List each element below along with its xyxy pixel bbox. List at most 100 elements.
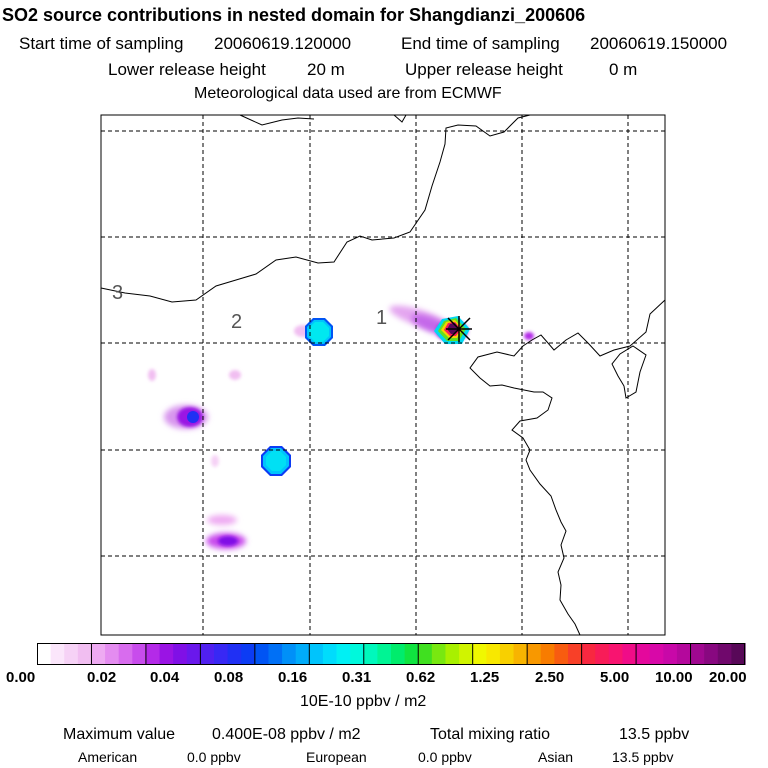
colorbar-cell bbox=[159, 643, 174, 665]
colorbar-cell bbox=[118, 643, 133, 665]
colorbar-cell bbox=[37, 643, 52, 665]
colorbar-tick: 5.00 bbox=[600, 669, 630, 686]
colorbar-cell bbox=[472, 643, 487, 665]
colorbar-cell bbox=[64, 643, 79, 665]
colorbar-cell bbox=[377, 643, 392, 665]
colorbar-cell bbox=[431, 643, 447, 665]
source-blob-lower bbox=[261, 446, 291, 476]
end-time-label: End time of sampling bbox=[401, 34, 560, 53]
lower-release-label: Lower release height bbox=[108, 60, 266, 79]
colorbar-cell bbox=[227, 643, 242, 665]
colorbar-cell bbox=[499, 643, 515, 665]
concentration-field bbox=[148, 305, 534, 549]
colorbar-cell bbox=[690, 643, 705, 665]
colorbar-cell bbox=[322, 643, 338, 665]
start-time-value: 20060619.120000 bbox=[214, 34, 352, 53]
plume-bottom bbox=[206, 515, 246, 549]
colorbar-cell bbox=[268, 643, 283, 665]
colorbar-cell bbox=[404, 643, 419, 665]
colorbar-cell bbox=[459, 643, 474, 665]
colorbar-cell bbox=[145, 643, 161, 665]
colorbar-tick: 2.50 bbox=[535, 669, 565, 686]
colorbar-cell bbox=[527, 643, 542, 665]
colorbar-tick: 0.31 bbox=[342, 669, 372, 686]
colorbar-cell bbox=[554, 643, 569, 665]
max-value: 0.400E-08 ppbv / m2 bbox=[212, 726, 361, 743]
colorbar-cell bbox=[309, 643, 324, 665]
colorbar-cells bbox=[37, 643, 746, 665]
colorbar bbox=[37, 643, 746, 665]
colorbar-cell bbox=[91, 643, 106, 665]
colorbar-cell bbox=[200, 643, 215, 665]
colorbar-cell bbox=[254, 643, 270, 665]
start-time-label: Start time of sampling bbox=[19, 34, 184, 53]
x-cross-icon bbox=[446, 316, 472, 342]
colorbar-tick: 0.00 bbox=[6, 669, 36, 686]
total-mixing-value: 13.5 ppbv bbox=[619, 726, 690, 743]
colorbar-frame bbox=[37, 643, 745, 665]
colorbar-tick: 0.04 bbox=[150, 669, 180, 686]
lower-release-value: 20 m bbox=[307, 60, 345, 79]
colorbar-cell bbox=[717, 643, 732, 665]
colorbar-cell bbox=[595, 643, 610, 665]
map-frame bbox=[100, 114, 666, 636]
map-panel: 3 2 1 bbox=[100, 114, 666, 636]
colorbar-cell bbox=[568, 643, 583, 665]
american-label: American bbox=[78, 749, 138, 765]
colorbar-cell bbox=[363, 643, 378, 665]
colorbar-tick: 0.08 bbox=[214, 669, 244, 686]
colorbar-cell bbox=[214, 643, 229, 665]
colorbar-cell bbox=[282, 643, 297, 665]
colorbar-cell bbox=[636, 643, 651, 665]
asian-value: 13.5 ppbv bbox=[612, 749, 674, 765]
colorbar-cell bbox=[336, 643, 351, 665]
european-value: 0.0 ppbv bbox=[418, 749, 472, 765]
upper-release-label: Upper release height bbox=[405, 60, 563, 79]
upper-release-value: 0 m bbox=[609, 60, 638, 79]
colorbar-cell bbox=[173, 643, 188, 665]
colorbar-cell bbox=[105, 643, 120, 665]
colorbar-cell bbox=[731, 643, 746, 665]
met-data-note: Meteorological data used are from ECMWF bbox=[194, 85, 502, 102]
colorbar-cell bbox=[186, 643, 201, 665]
colorbar-cell bbox=[540, 643, 555, 665]
colorbar-cell bbox=[295, 643, 310, 665]
coastlines bbox=[100, 114, 666, 636]
colorbar-cell bbox=[704, 643, 719, 665]
max-value-label: Maximum value bbox=[63, 726, 176, 743]
end-time-value: 20060619.150000 bbox=[590, 34, 728, 53]
region-label-2: 2 bbox=[231, 311, 242, 333]
total-mixing-label: Total mixing ratio bbox=[430, 726, 551, 743]
colorbar-tick: 20.00 bbox=[709, 669, 747, 686]
colorbar-cell bbox=[445, 643, 460, 665]
colorbar-tick: 1.25 bbox=[470, 669, 500, 686]
colorbar-cell bbox=[608, 643, 624, 665]
colorbar-cell bbox=[581, 643, 596, 665]
colorbar-cell bbox=[241, 643, 256, 665]
colorbar-cell bbox=[350, 643, 365, 665]
european-label: European bbox=[306, 749, 367, 765]
colorbar-tick: 10.00 bbox=[655, 669, 693, 686]
colorbar-cell bbox=[77, 643, 93, 665]
colorbar-cell bbox=[663, 643, 678, 665]
region-label-3: 3 bbox=[112, 282, 123, 304]
american-value: 0.0 ppbv bbox=[187, 749, 241, 765]
colorbar-tick: 0.16 bbox=[278, 669, 308, 686]
source-blob-left bbox=[148, 369, 241, 467]
source-blob-region-2 bbox=[305, 318, 333, 346]
region-label-1: 1 bbox=[376, 307, 387, 329]
plot-title: SO2 source contributions in nested domai… bbox=[2, 5, 586, 25]
graticule bbox=[101, 115, 665, 635]
colorbar-cell bbox=[391, 643, 406, 665]
colorbar-cell bbox=[649, 643, 664, 665]
colorbar-cell bbox=[132, 643, 147, 665]
colorbar-cell bbox=[486, 643, 501, 665]
colorbar-cell bbox=[622, 643, 637, 665]
asian-label: Asian bbox=[538, 749, 574, 765]
colorbar-tick: 0.02 bbox=[87, 669, 117, 686]
colorbar-tick: 0.62 bbox=[406, 669, 436, 686]
colorbar-cell bbox=[513, 643, 528, 665]
colorbar-cell bbox=[676, 643, 692, 665]
colorbar-cell bbox=[418, 643, 433, 665]
colorbar-unit: 10E-10 ppbv / m2 bbox=[300, 693, 427, 710]
